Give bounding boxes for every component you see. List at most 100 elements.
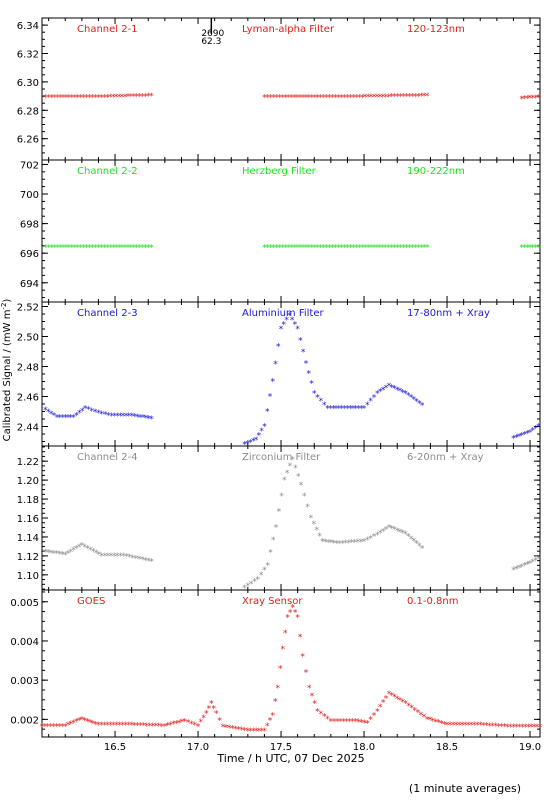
- data-point: *: [40, 722, 45, 732]
- data-point: *: [414, 540, 419, 550]
- data-point: *: [339, 405, 344, 415]
- data-point: *: [214, 709, 219, 719]
- data-point: *: [339, 94, 344, 104]
- data-point: *: [339, 243, 344, 253]
- data-point: *: [326, 538, 331, 548]
- data-point: *: [409, 394, 414, 404]
- data-point: *: [146, 243, 151, 253]
- data-point: *: [398, 696, 403, 706]
- data-point: *: [114, 93, 119, 103]
- data-point: *: [342, 243, 347, 253]
- y-tick-label: 702: [20, 160, 39, 171]
- data-point: *: [511, 435, 516, 445]
- data-point: *: [124, 412, 129, 422]
- data-point: *: [362, 405, 367, 415]
- data-point: *: [111, 721, 116, 731]
- data-point: *: [117, 93, 122, 103]
- data-point: *: [378, 703, 383, 713]
- data-point: *: [401, 243, 406, 253]
- data-point: *: [280, 243, 285, 253]
- data-point: *: [286, 94, 291, 104]
- data-point: *: [431, 717, 436, 727]
- data-point: *: [129, 243, 134, 253]
- data-point: *: [528, 559, 533, 569]
- data-point: *: [519, 432, 524, 442]
- data-point: *: [375, 93, 380, 103]
- y-tick-label: 2.50: [17, 333, 39, 344]
- data-point: *: [336, 243, 341, 253]
- data-point: *: [60, 722, 65, 732]
- data-point: *: [419, 711, 424, 721]
- data-point: *: [146, 415, 151, 425]
- data-point: *: [407, 243, 412, 253]
- data-point: *: [144, 414, 149, 424]
- data-series: ****************************************…: [262, 243, 430, 253]
- data-point: *: [265, 408, 270, 418]
- data-point: *: [259, 727, 264, 737]
- data-point: *: [351, 93, 356, 103]
- data-point: *: [96, 409, 101, 419]
- data-point: *: [160, 722, 165, 732]
- data-point: *: [428, 716, 433, 726]
- data-point: *: [74, 411, 79, 421]
- data-point: *: [304, 360, 309, 370]
- data-point: *: [305, 503, 310, 513]
- data-point: *: [363, 243, 368, 253]
- data-point: *: [532, 723, 537, 733]
- data-point: *: [445, 721, 450, 731]
- data-point: *: [381, 243, 386, 253]
- channel-label: Channel 2-4: [77, 452, 138, 463]
- data-point: *: [337, 540, 342, 550]
- data-point: *: [531, 427, 536, 437]
- data-point: *: [85, 544, 90, 554]
- data-point: *: [366, 93, 371, 103]
- data-point: *: [342, 405, 347, 415]
- data-point: *: [117, 721, 122, 731]
- data-point: *: [353, 405, 358, 415]
- data-point: *: [384, 243, 389, 253]
- data-point: *: [360, 243, 365, 253]
- data-point: *: [536, 94, 541, 104]
- data-point: *: [134, 554, 139, 564]
- data-point: *: [109, 552, 114, 562]
- data-point: *: [124, 553, 129, 563]
- data-point: *: [531, 243, 536, 253]
- data-series: **********: [511, 423, 541, 445]
- data-point: *: [52, 94, 57, 104]
- data-point: *: [127, 553, 132, 563]
- data-point: *: [246, 582, 251, 592]
- data-point: *: [528, 94, 533, 104]
- data-point: *: [529, 723, 534, 733]
- data-point: *: [410, 243, 415, 253]
- data-point: *: [70, 243, 75, 253]
- data-point: *: [149, 92, 154, 102]
- data-point: *: [319, 710, 324, 720]
- data-point: *: [422, 92, 427, 102]
- data-point: *: [285, 469, 290, 479]
- data-point: *: [117, 243, 122, 253]
- data-point: *: [180, 718, 185, 728]
- data-point: *: [52, 412, 57, 422]
- data-point: *: [99, 243, 104, 253]
- data-point: *: [143, 243, 148, 253]
- data-point: *: [106, 552, 111, 562]
- data-point: *: [48, 722, 53, 732]
- data-point: *: [436, 719, 441, 729]
- data-point: *: [102, 93, 107, 103]
- data-point: *: [129, 93, 134, 103]
- data-point: *: [387, 690, 392, 700]
- data-point: *: [127, 412, 132, 422]
- data-point: *: [412, 396, 417, 406]
- data-point: *: [58, 243, 63, 253]
- data-point: *: [463, 721, 468, 731]
- data-point: *: [90, 243, 95, 253]
- data-point: *: [280, 645, 285, 655]
- data-point: *: [295, 243, 300, 253]
- data-point: *: [505, 723, 510, 733]
- data-point: *: [519, 563, 524, 573]
- data-point: *: [310, 243, 315, 253]
- data-point: *: [351, 405, 356, 415]
- data-point: *: [43, 548, 48, 558]
- data-point: *: [336, 94, 341, 104]
- data-point: *: [502, 723, 507, 733]
